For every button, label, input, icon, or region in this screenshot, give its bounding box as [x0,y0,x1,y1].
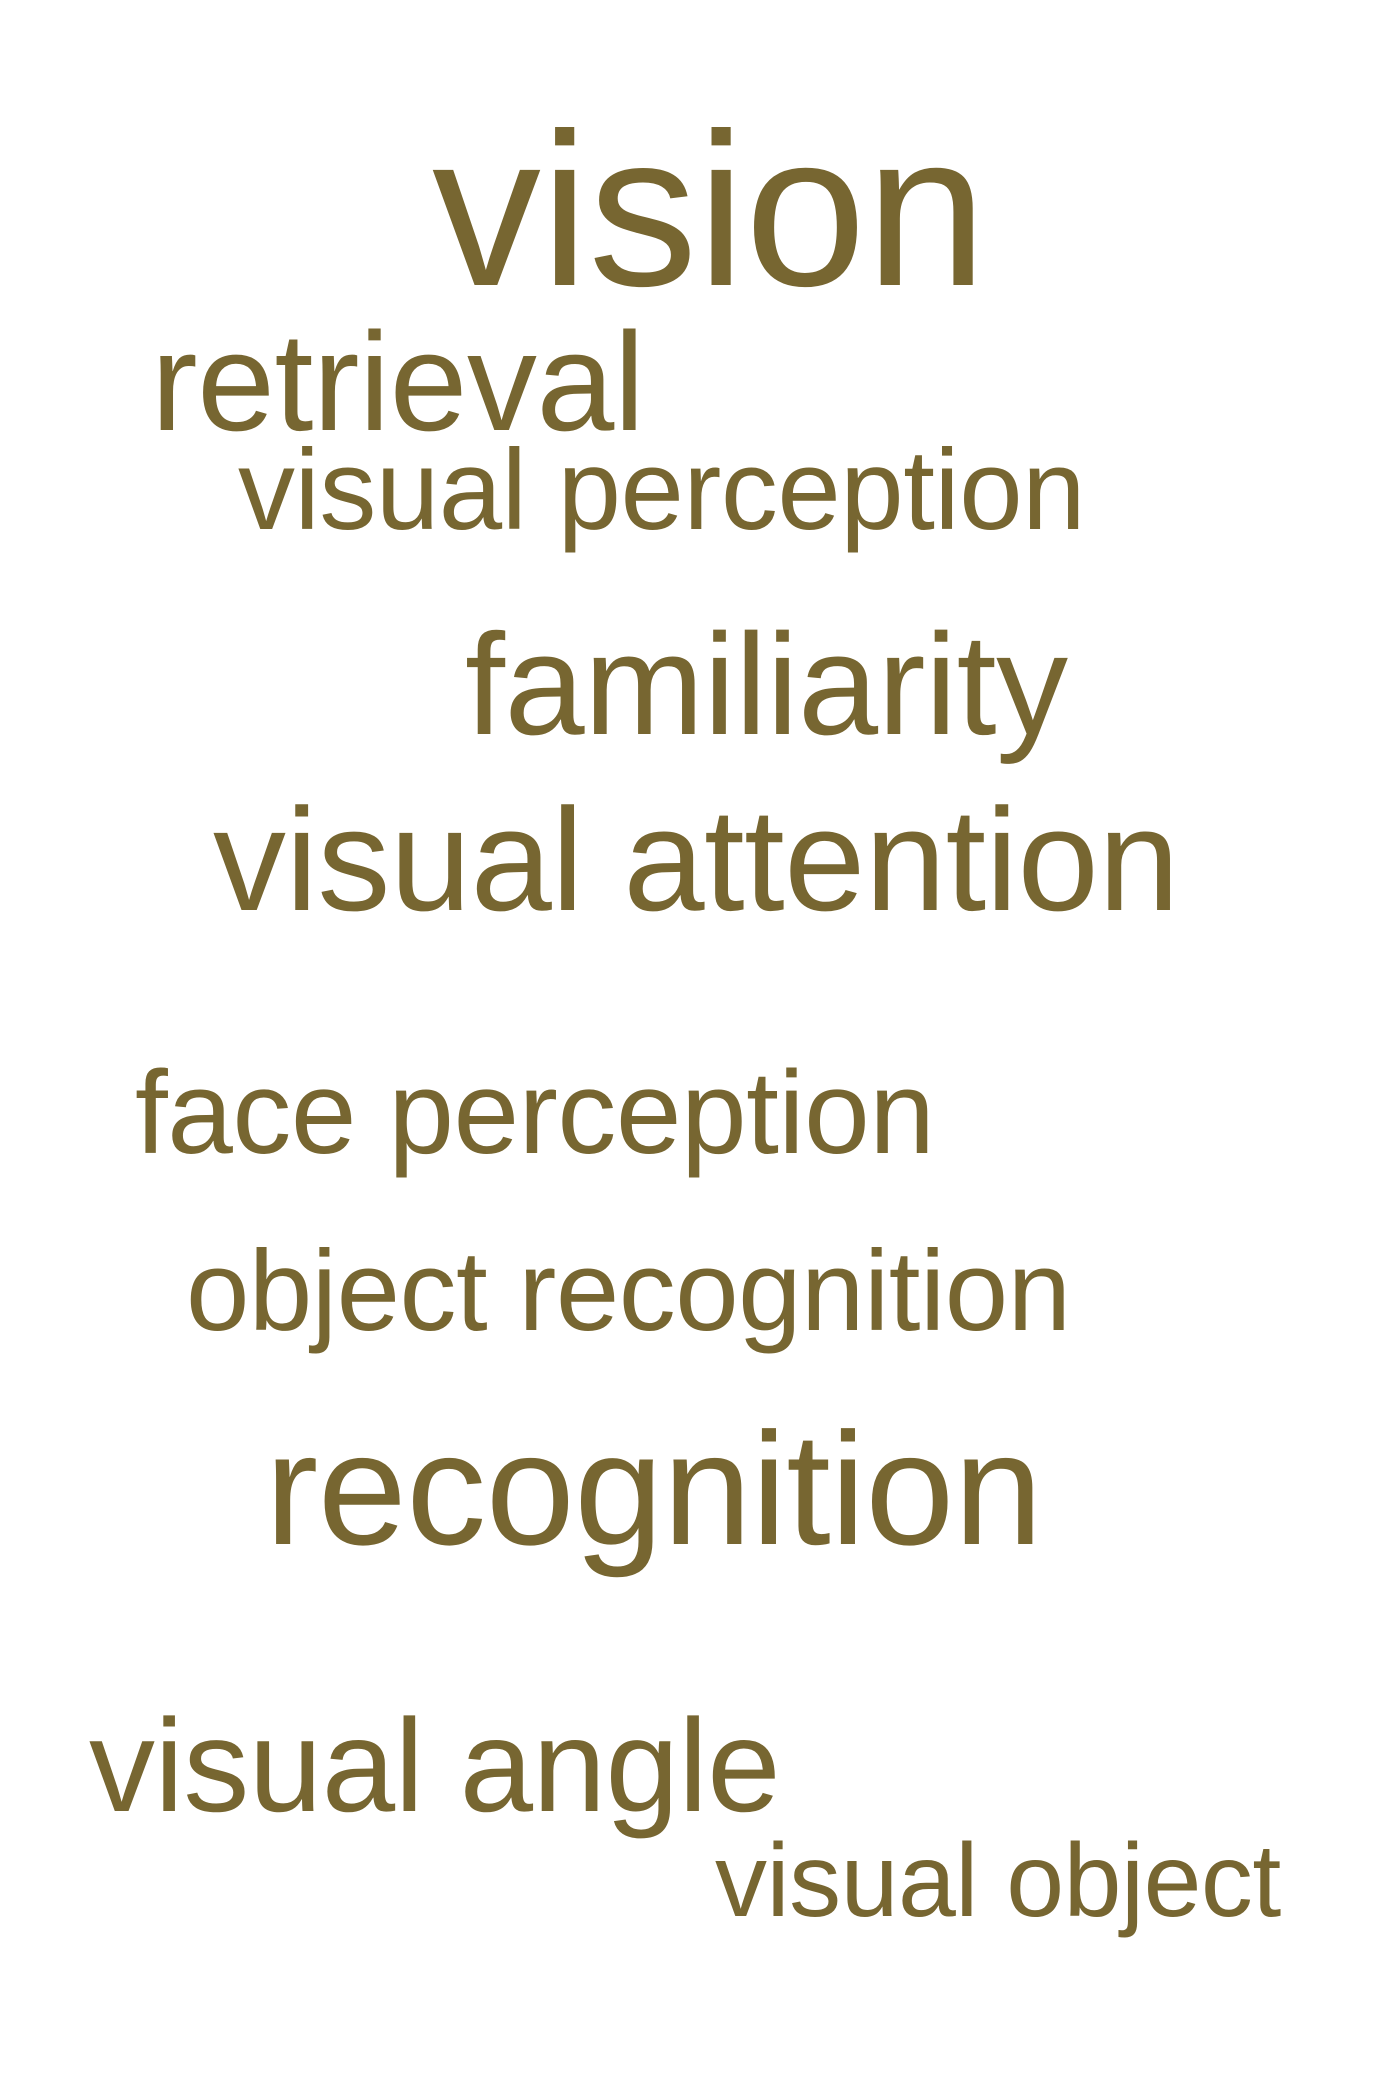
word-recognition: recognition [265,1399,1043,1578]
word-object-recognition: object recognition [186,1228,1071,1355]
word-visual-object: visual object [715,1823,1281,1939]
word-face-perception: face perception [135,1047,935,1179]
word-familiarity: familiarity [465,604,1068,765]
word-retrieval: retrieval [151,303,645,460]
word-visual-perception: visual perception [238,427,1086,554]
word-vision: vision [432,89,987,332]
word-visual-attention: visual attention [213,778,1179,941]
word-visual-angle: visual angle [89,1692,781,1839]
